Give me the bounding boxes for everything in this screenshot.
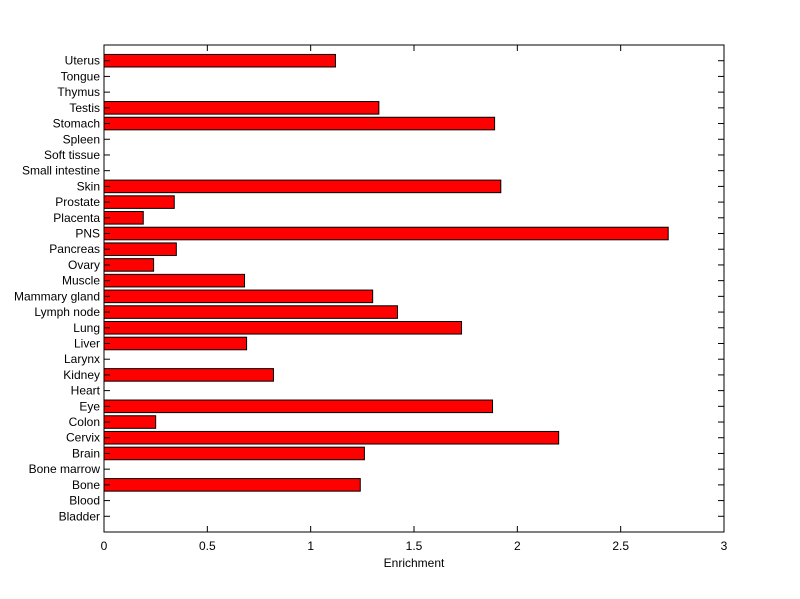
y-tick-label-blood: Blood xyxy=(69,494,100,508)
y-tick-label-kidney: Kidney xyxy=(63,368,100,382)
x-tick-label-6: 3 xyxy=(721,539,728,553)
x-tick-label-1: 0.5 xyxy=(199,539,216,553)
y-tick-label-mammary-gland: Mammary gland xyxy=(14,289,100,303)
y-tick-label-pancreas: Pancreas xyxy=(49,242,100,256)
y-tick-label-tongue: Tongue xyxy=(61,69,101,83)
bar-prostate xyxy=(103,195,175,209)
y-tick-label-uterus: Uterus xyxy=(65,54,100,68)
x-axis: 0 0.5 1 1.5 2 2.5 3 xyxy=(101,45,728,553)
bar-eye xyxy=(103,399,494,414)
plot-frame xyxy=(103,44,725,533)
x-tick-label-0: 0 xyxy=(101,539,108,553)
x-tick-label-3: 1.5 xyxy=(406,539,423,553)
x-tick-label-4: 2 xyxy=(514,539,521,553)
y-tick-label-small-intestine: Small intestine xyxy=(22,164,100,178)
y-tick-label-eye: Eye xyxy=(79,399,100,413)
bar-brain xyxy=(103,446,365,461)
y-tick-label-lymph-node: Lymph node xyxy=(34,305,100,319)
y-tick-label-placenta: Placenta xyxy=(53,211,100,225)
bar-liver xyxy=(103,336,248,351)
y-tick-label-larynx: Larynx xyxy=(64,352,100,366)
y-tick-label-lung: Lung xyxy=(73,321,100,335)
y-tick-label-spleen: Spleen xyxy=(63,132,100,146)
bar-kidney xyxy=(103,368,274,382)
bar-colon xyxy=(103,415,157,429)
bar-ovary xyxy=(103,258,155,272)
bar-muscle xyxy=(103,273,246,288)
bar-skin xyxy=(103,179,502,194)
y-tick-label-soft-tissue: Soft tissue xyxy=(44,148,100,162)
bar-pns xyxy=(103,226,669,241)
y-tick-label-prostate: Prostate xyxy=(55,195,100,209)
bar-pancreas xyxy=(103,242,177,257)
bar-cervix xyxy=(103,430,560,445)
bar-mammary-gland xyxy=(103,289,374,304)
y-tick-label-liver: Liver xyxy=(74,336,100,350)
y-tick-label-bladder: Bladder xyxy=(59,509,100,523)
y-tick-label-ovary: Ovary xyxy=(68,258,100,272)
y-tick-label-colon: Colon xyxy=(69,415,100,429)
bar-lymph-node xyxy=(103,305,398,319)
x-axis-title: Enrichment xyxy=(384,556,445,570)
bar-testis xyxy=(103,101,380,115)
y-tick-label-testis: Testis xyxy=(69,101,100,115)
bar-stomach xyxy=(103,116,496,131)
bar-bone xyxy=(103,478,361,492)
y-tick-label-heart: Heart xyxy=(71,384,101,398)
bar-uterus xyxy=(103,53,336,68)
y-tick-label-pns: PNS xyxy=(75,227,100,241)
bar-lung xyxy=(103,320,463,335)
y-tick-label-skin: Skin xyxy=(77,179,100,193)
x-tick-label-5: 2.5 xyxy=(612,539,629,553)
y-tick-label-muscle: Muscle xyxy=(62,274,100,288)
x-tick-label-2: 1 xyxy=(307,539,314,553)
y-tick-label-stomach: Stomach xyxy=(53,117,100,131)
y-tick-label-brain: Brain xyxy=(72,446,100,460)
y-tick-label-bone-marrow: Bone marrow xyxy=(29,462,101,476)
y-tick-label-thymus: Thymus xyxy=(57,85,100,99)
y-tick-label-bone: Bone xyxy=(72,478,100,492)
y-tick-label-cervix: Cervix xyxy=(66,431,100,445)
